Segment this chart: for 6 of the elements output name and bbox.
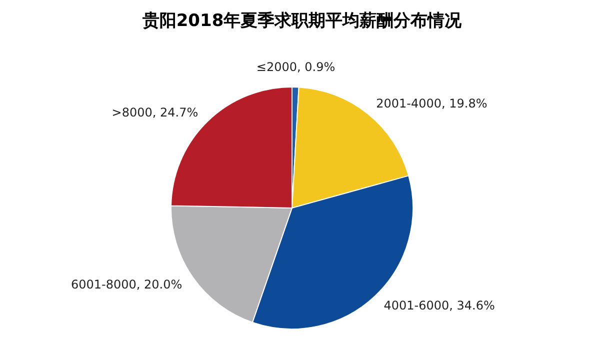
slice-label: ≤2000, 0.9%: [256, 60, 336, 74]
slice-label: 2001-4000, 19.8%: [376, 96, 488, 111]
slice-label: 6001-8000, 20.0%: [70, 278, 182, 292]
slice-label: >8000, 24.7%: [112, 105, 198, 120]
slice-label: 4001-6000, 34.6%: [384, 298, 495, 313]
chart-title: 贵阳2018年夏季求职期平均薪酬分布情况: [141, 11, 463, 31]
